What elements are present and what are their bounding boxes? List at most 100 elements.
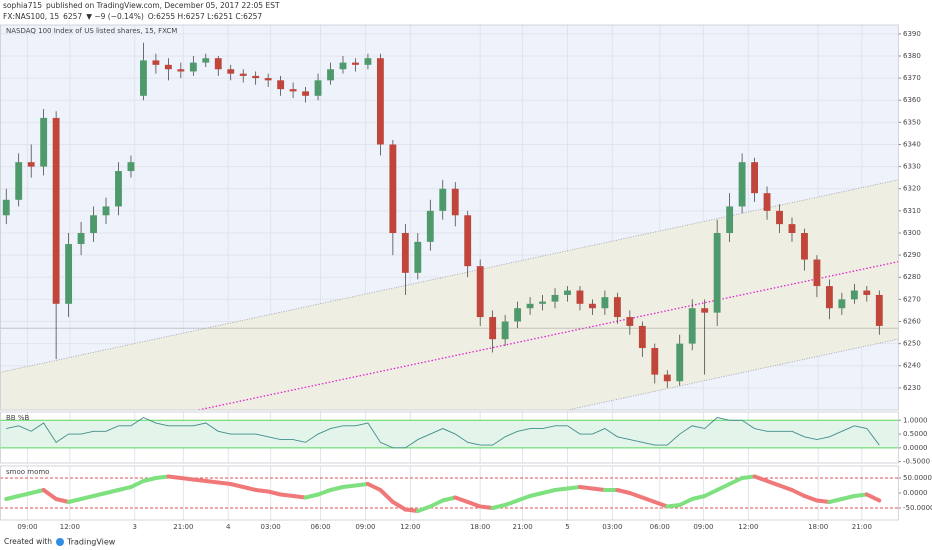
momentum-segment (553, 486, 570, 492)
candle-body (439, 188, 447, 211)
candle-body (264, 78, 272, 81)
panel-border (0, 24, 899, 411)
momentum-segment (540, 488, 558, 495)
x-tick-label: 21:00 (173, 523, 193, 531)
y-tick-label: 6250 (903, 340, 921, 348)
y-tick-label: 6280 (903, 273, 921, 281)
candle-body (638, 325, 646, 349)
candle-body (626, 317, 634, 326)
momentum-segment (440, 495, 458, 503)
momentum-segment (740, 474, 757, 480)
band (0, 420, 898, 448)
y-tick-label: 6270 (903, 295, 921, 303)
momentum-segment (577, 485, 595, 491)
candle-body (140, 60, 147, 96)
candle-body (352, 62, 359, 65)
y-tick-label: 6390 (903, 30, 921, 38)
channel-middle (195, 261, 898, 410)
x-tick-label: 12:00 (400, 523, 420, 531)
x-tick-label: 06:00 (310, 523, 330, 531)
momentum-segment (141, 476, 158, 483)
y-tick-label: 6230 (903, 384, 921, 392)
candle-body (701, 308, 709, 313)
author: sophia715 (3, 1, 42, 10)
candle-body (152, 60, 160, 65)
momentum-segment (91, 491, 109, 498)
x-tick-label: 09:00 (17, 523, 37, 531)
momentum-segment (253, 488, 271, 494)
channel-fill (0, 179, 898, 410)
x-tick-label: 06:00 (650, 523, 670, 531)
candle-body (825, 286, 833, 309)
candle-body (451, 188, 459, 216)
candle-body (364, 58, 372, 65)
y-tick-label: 0.0000 (903, 489, 928, 497)
momentum-segment (677, 497, 695, 507)
candle-body (2, 199, 10, 216)
momentum-segment (640, 495, 657, 504)
candle-body (239, 73, 247, 76)
momentum-segment (54, 497, 71, 504)
momentum-segment (465, 500, 483, 509)
candle-body (726, 206, 734, 233)
momentum-segment (789, 488, 807, 498)
y-tick-label: 6380 (903, 52, 921, 60)
momentum-segment (390, 500, 408, 512)
panel-title: smoo momo (6, 468, 49, 476)
momentum-segment (702, 488, 720, 498)
momentum-segment (802, 494, 819, 503)
x-tick-label: 12:00 (738, 523, 758, 531)
x-tick-label: 21:00 (852, 523, 872, 531)
momentum-segment (178, 476, 196, 482)
y-tick-label: 6370 (903, 74, 921, 82)
momentum-segment (715, 482, 732, 492)
y-tick-label: 6330 (903, 163, 921, 171)
candle-body (127, 162, 135, 172)
candle-body (376, 58, 384, 145)
candle-body (252, 75, 260, 79)
candle-body (102, 206, 110, 216)
momentum-segment (665, 503, 682, 509)
y-tick-label: 6340 (903, 140, 921, 148)
candle-body (751, 162, 758, 194)
momentum-segment (690, 494, 707, 501)
candle-body (476, 266, 484, 318)
momentum-segment (241, 485, 258, 492)
momentum-segment (203, 479, 221, 485)
y-tick-label: 6290 (903, 251, 921, 259)
candle-body (15, 162, 23, 200)
candle-body (177, 69, 185, 72)
candle-body (327, 69, 334, 81)
candle-body (676, 343, 684, 382)
candle-body (576, 290, 584, 304)
candle-body (763, 193, 771, 211)
momentum-segment (415, 504, 433, 513)
candle-body (551, 294, 559, 302)
candle-body (426, 210, 434, 242)
candle-body (27, 162, 35, 167)
x-tick-label: 18:00 (808, 523, 828, 531)
momentum-segment (104, 488, 121, 495)
momentum-segment (827, 497, 844, 504)
y-tick-label: 6350 (903, 118, 921, 126)
candle-body (813, 259, 821, 287)
y-tick-label: 6360 (903, 96, 921, 104)
momentum-segment (590, 486, 607, 492)
y-tick-label: 6240 (903, 362, 921, 370)
panel-border (0, 411, 899, 464)
momentum-segment (378, 488, 395, 504)
momentum-segment (340, 483, 358, 489)
candle-body (651, 348, 659, 375)
ohlc: O:6255 H:6257 L:6251 C:6257 (148, 12, 263, 21)
candle-body (214, 58, 222, 70)
candle-body (115, 171, 122, 207)
candle-body (401, 232, 409, 273)
momentum-segment (478, 504, 495, 510)
x-tick-label: 3 (132, 523, 136, 531)
candle-body (277, 80, 285, 90)
y-tick-label: 6300 (903, 229, 921, 237)
momentum-segment (765, 479, 782, 488)
candle-body (52, 117, 60, 304)
